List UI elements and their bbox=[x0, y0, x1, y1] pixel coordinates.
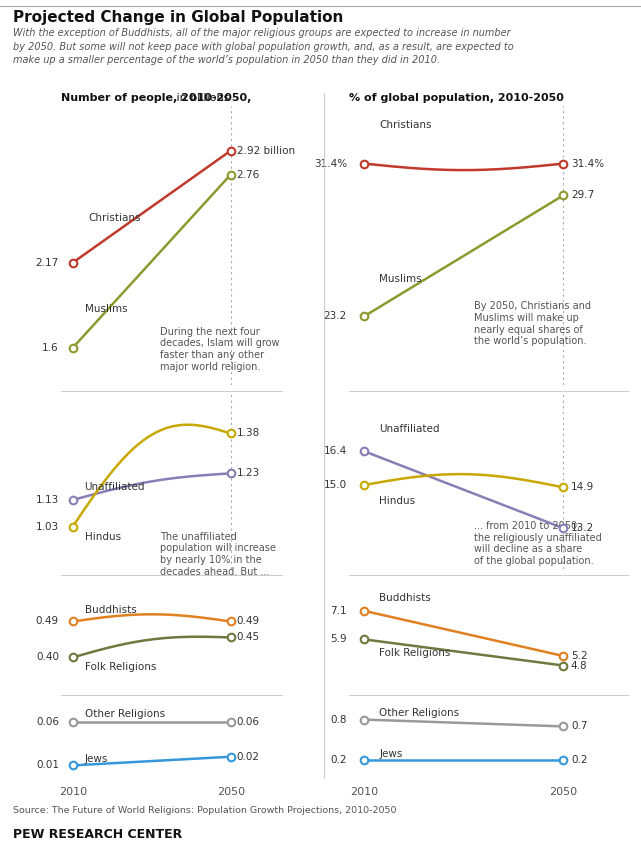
Text: 2.17: 2.17 bbox=[36, 257, 59, 268]
Text: 16.4: 16.4 bbox=[324, 446, 347, 457]
Text: Other Religions: Other Religions bbox=[85, 709, 165, 718]
Text: 0.2: 0.2 bbox=[571, 756, 587, 766]
Text: Jews: Jews bbox=[85, 754, 108, 764]
Text: Muslims: Muslims bbox=[379, 274, 422, 284]
Text: Projected Change in Global Population: Projected Change in Global Population bbox=[13, 10, 343, 25]
Text: Christians: Christians bbox=[88, 213, 141, 223]
Text: 0.2: 0.2 bbox=[330, 756, 347, 766]
Text: Folk Religions: Folk Religions bbox=[379, 648, 451, 658]
Text: Folk Religions: Folk Religions bbox=[85, 662, 156, 673]
Text: 29.7: 29.7 bbox=[571, 191, 594, 200]
Text: During the next four
decades, Islam will grow
faster than any other
major world : During the next four decades, Islam will… bbox=[160, 327, 279, 372]
Text: 1.13: 1.13 bbox=[36, 495, 59, 505]
Text: 0.49: 0.49 bbox=[237, 617, 260, 627]
Text: 0.01: 0.01 bbox=[36, 761, 59, 771]
Text: 31.4%: 31.4% bbox=[313, 158, 347, 169]
Text: Unaffiliated: Unaffiliated bbox=[85, 482, 145, 491]
Text: 0.06: 0.06 bbox=[237, 717, 260, 727]
Text: Muslims: Muslims bbox=[85, 304, 127, 314]
Text: 0.7: 0.7 bbox=[571, 722, 587, 732]
Text: 1.03: 1.03 bbox=[36, 522, 59, 532]
Text: 0.40: 0.40 bbox=[36, 652, 59, 662]
Text: 0.06: 0.06 bbox=[36, 717, 59, 727]
Text: 1.6: 1.6 bbox=[42, 343, 59, 353]
Text: 23.2: 23.2 bbox=[324, 311, 347, 321]
Text: 5.2: 5.2 bbox=[571, 651, 588, 661]
Text: 0.8: 0.8 bbox=[330, 715, 347, 724]
Text: ... from 2010 to 2050,
the religiously unaffiliated
will decline as a share
of t: ... from 2010 to 2050, the religiously u… bbox=[474, 521, 601, 566]
Text: % of global population, 2010-2050: % of global population, 2010-2050 bbox=[349, 93, 564, 103]
Text: Hindus: Hindus bbox=[85, 532, 121, 542]
Text: 13.2: 13.2 bbox=[571, 523, 594, 534]
Text: Number of people, 2010-2050,: Number of people, 2010-2050, bbox=[61, 93, 251, 103]
Text: 4.8: 4.8 bbox=[571, 661, 588, 671]
Text: Hindus: Hindus bbox=[379, 495, 415, 506]
Text: 15.0: 15.0 bbox=[324, 480, 347, 490]
Text: 2.92 billion: 2.92 billion bbox=[237, 146, 295, 156]
Text: Buddhists: Buddhists bbox=[379, 593, 431, 602]
Text: Source: The Future of World Religions: Population Growth Projections, 2010-2050: Source: The Future of World Religions: P… bbox=[13, 806, 396, 816]
Text: Christians: Christians bbox=[379, 120, 432, 130]
Text: 5.9: 5.9 bbox=[330, 634, 347, 645]
Text: 2.76: 2.76 bbox=[237, 169, 260, 180]
Text: By 2050, Christians and
Muslims will make up
nearly equal shares of
the world’s : By 2050, Christians and Muslims will mak… bbox=[474, 302, 591, 346]
Text: 0.02: 0.02 bbox=[237, 752, 260, 761]
Text: 31.4%: 31.4% bbox=[571, 158, 604, 169]
Text: 0.49: 0.49 bbox=[36, 617, 59, 627]
Text: Unaffiliated: Unaffiliated bbox=[379, 424, 440, 435]
Text: The unaffiliated
population will increase
by nearly 10% in the
decades ahead. Bu: The unaffiliated population will increas… bbox=[160, 532, 276, 577]
Text: 0.45: 0.45 bbox=[237, 633, 260, 642]
Text: PEW RESEARCH CENTER: PEW RESEARCH CENTER bbox=[13, 828, 182, 841]
Text: 1.38: 1.38 bbox=[237, 429, 260, 439]
Text: in billions: in billions bbox=[173, 93, 229, 103]
Text: 14.9: 14.9 bbox=[571, 483, 594, 492]
Text: 1.23: 1.23 bbox=[237, 468, 260, 479]
Text: 7.1: 7.1 bbox=[330, 606, 347, 616]
Text: Other Religions: Other Religions bbox=[379, 707, 460, 717]
Text: Buddhists: Buddhists bbox=[85, 606, 137, 616]
Text: With the exception of Buddhists, all of the major religious groups are expected : With the exception of Buddhists, all of … bbox=[13, 28, 513, 65]
Text: Jews: Jews bbox=[379, 749, 403, 759]
